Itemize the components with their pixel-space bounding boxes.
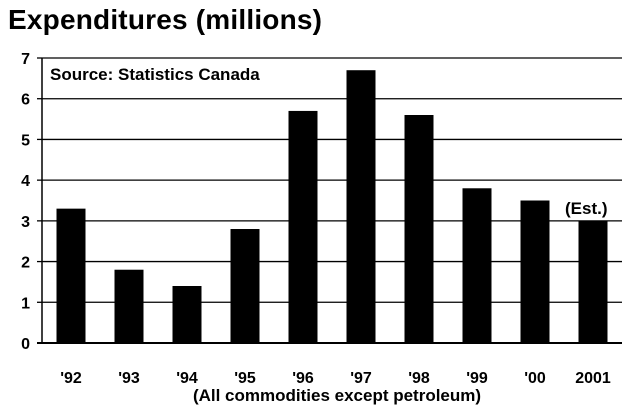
bar (520, 200, 550, 343)
x-tick-label: '00 (524, 370, 546, 387)
bar (404, 115, 434, 343)
estimate-annotation: (Est.) (565, 199, 608, 218)
x-tick-label: '95 (234, 370, 256, 387)
bar (346, 70, 376, 343)
y-tick-label: 7 (21, 51, 30, 68)
axes (37, 57, 622, 344)
y-tick-labels: 0 1 2 3 4 5 6 7 (21, 51, 30, 353)
x-tick-label: 2001 (575, 370, 611, 387)
x-tick-label: '97 (350, 370, 372, 387)
source-label-background (44, 62, 312, 86)
y-tick-label: 2 (21, 255, 30, 272)
y-tick-label: 0 (21, 336, 30, 353)
bar (56, 208, 86, 343)
x-tick-label: '98 (408, 370, 430, 387)
x-axis-label: (All commodities except petroleum) (193, 386, 481, 405)
x-tick-label: '92 (60, 370, 82, 387)
y-tick-label: 6 (21, 92, 30, 109)
source-label: Source: Statistics Canada (50, 65, 260, 84)
x-tick-labels: '92 '93 '94 '95 '96 '97 '98 '99 '00 2001 (60, 370, 611, 387)
bar (114, 269, 144, 343)
bar (462, 188, 492, 343)
y-tick-label: 4 (21, 173, 30, 190)
bar (578, 220, 608, 343)
x-tick-label: '94 (176, 370, 198, 387)
y-tick-label: 3 (21, 214, 30, 231)
y-tick-label: 1 (21, 295, 30, 312)
bar (172, 286, 202, 343)
x-tick-label: '93 (118, 370, 140, 387)
bar (230, 229, 260, 343)
chart-title: Expenditures (millions) (8, 4, 323, 35)
x-tick-label: '99 (466, 370, 488, 387)
bars (56, 70, 608, 343)
y-tick-label: 5 (21, 132, 30, 149)
bar (288, 110, 318, 343)
x-tick-label: '96 (292, 370, 314, 387)
